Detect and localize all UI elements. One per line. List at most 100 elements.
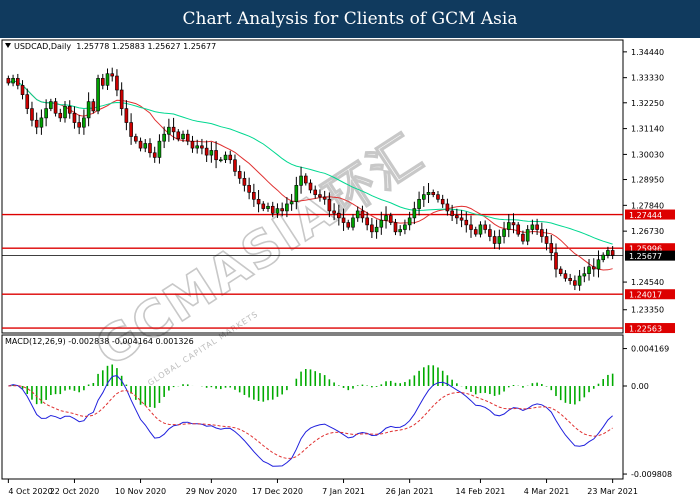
candle-body — [49, 101, 53, 109]
price-tick-label: 1.34440 — [631, 48, 664, 57]
level-label: 1.24017 — [629, 291, 662, 300]
candle-body — [11, 78, 15, 84]
candle-body — [436, 194, 440, 200]
candle-body — [63, 105, 67, 119]
candle-body — [478, 224, 483, 235]
candle-body — [256, 198, 261, 205]
candle-body — [601, 254, 605, 261]
banner-title: Chart Analysis for Clients of GCM Asia — [0, 0, 700, 38]
time-tick-label: 4 Mar 2021 — [524, 487, 570, 496]
candle-body — [568, 278, 572, 281]
candle-body — [459, 217, 464, 221]
macd-panel — [8, 364, 614, 467]
time-tick-label: 4 Oct 2020 — [8, 487, 52, 496]
candle-body — [497, 236, 502, 244]
time-tick-label: 17 Dec 2020 — [252, 487, 303, 496]
candle-body — [86, 101, 91, 119]
candle-body — [473, 229, 478, 235]
candle-body — [34, 119, 39, 128]
level-label-bg — [625, 289, 675, 300]
time-tick-label: 7 Jan 2021 — [322, 487, 365, 496]
macd-tick-label: -0.009808 — [631, 470, 672, 479]
candle-body — [77, 122, 81, 128]
candle-body — [422, 194, 426, 200]
price-tick-label: 1.28950 — [631, 176, 664, 185]
candle-body — [6, 78, 11, 84]
candle-body — [176, 131, 181, 140]
candle-body — [195, 145, 199, 149]
candle-body — [426, 192, 431, 195]
candle-body — [544, 236, 549, 244]
candle-body — [209, 150, 214, 156]
candle-body — [521, 233, 525, 242]
candle-body — [365, 217, 369, 226]
candle-body — [554, 252, 558, 270]
chart-frames — [1, 39, 624, 480]
candle-body — [431, 192, 436, 195]
time-tick-label: 29 Nov 2020 — [186, 487, 237, 496]
candle-body — [322, 196, 327, 200]
candle-body — [143, 143, 148, 149]
candle-body — [308, 182, 313, 191]
candle-body — [591, 266, 596, 270]
candle-body — [115, 75, 119, 91]
macd-tick-label: 0.004169 — [631, 345, 669, 354]
level-label-bg — [625, 209, 675, 220]
candle-body — [190, 140, 195, 149]
price-tick-label: 1.30030 — [631, 150, 664, 159]
ma-slow-line — [8, 80, 613, 245]
dropdown-triangle-icon[interactable] — [5, 43, 11, 48]
candle-body — [506, 222, 511, 230]
candle-body — [223, 154, 228, 161]
candle-body — [82, 117, 86, 128]
price-tick-label: 1.23350 — [631, 306, 664, 315]
candle-body — [67, 105, 72, 114]
time-tick-label: 26 Jan 2021 — [386, 487, 434, 496]
candle-body — [91, 101, 96, 112]
candle-body — [252, 192, 256, 200]
candle-body — [596, 259, 601, 270]
ohlc-values: 1.25778 1.25883 1.25627 1.25677 — [76, 42, 217, 51]
candle-body — [72, 112, 77, 123]
candle-body — [360, 210, 365, 219]
candle-body — [388, 215, 393, 223]
candle-body — [341, 217, 346, 223]
candle-body — [303, 175, 308, 184]
candle-body — [563, 273, 568, 279]
candle-body — [247, 185, 251, 193]
candle-body — [20, 85, 25, 95]
symbol-label: USDCAD,Daily — [14, 42, 72, 51]
candle-body — [275, 208, 280, 214]
candle-body — [483, 224, 487, 230]
macd-tick-label: 0.00 — [631, 382, 649, 391]
candle-body — [129, 122, 133, 137]
candle-body — [379, 219, 384, 228]
time-tick-label: 22 Oct 2020 — [50, 487, 99, 496]
candle-body — [502, 229, 506, 237]
candle-body — [455, 215, 459, 219]
price-panel-frame — [1, 39, 624, 334]
candle-body — [285, 203, 289, 212]
candle-body — [110, 73, 115, 77]
candle-body — [393, 222, 398, 233]
candle-body — [573, 280, 577, 286]
level-label-bg — [625, 323, 675, 334]
candle-body — [374, 226, 379, 233]
candle-body — [30, 108, 34, 121]
current-price-label-bg — [625, 250, 675, 261]
candle-body — [167, 126, 171, 135]
candle-body — [549, 243, 554, 254]
candle-body — [398, 229, 402, 233]
candle-body — [261, 203, 266, 209]
candle-body — [134, 136, 138, 142]
candle-body — [355, 210, 360, 219]
price-axis: 1.34440 1.33330 1.32250 1.31140 1.30030 1.289… — [623, 48, 672, 479]
moving-averages — [8, 80, 613, 271]
candle-body — [289, 201, 294, 205]
candle-body — [96, 78, 100, 112]
candle-body — [152, 152, 157, 158]
support-resistance-levels: 1.27444 1.25996 1.24017 1.22563 1.25677 — [2, 209, 675, 334]
candle-body — [440, 198, 445, 205]
